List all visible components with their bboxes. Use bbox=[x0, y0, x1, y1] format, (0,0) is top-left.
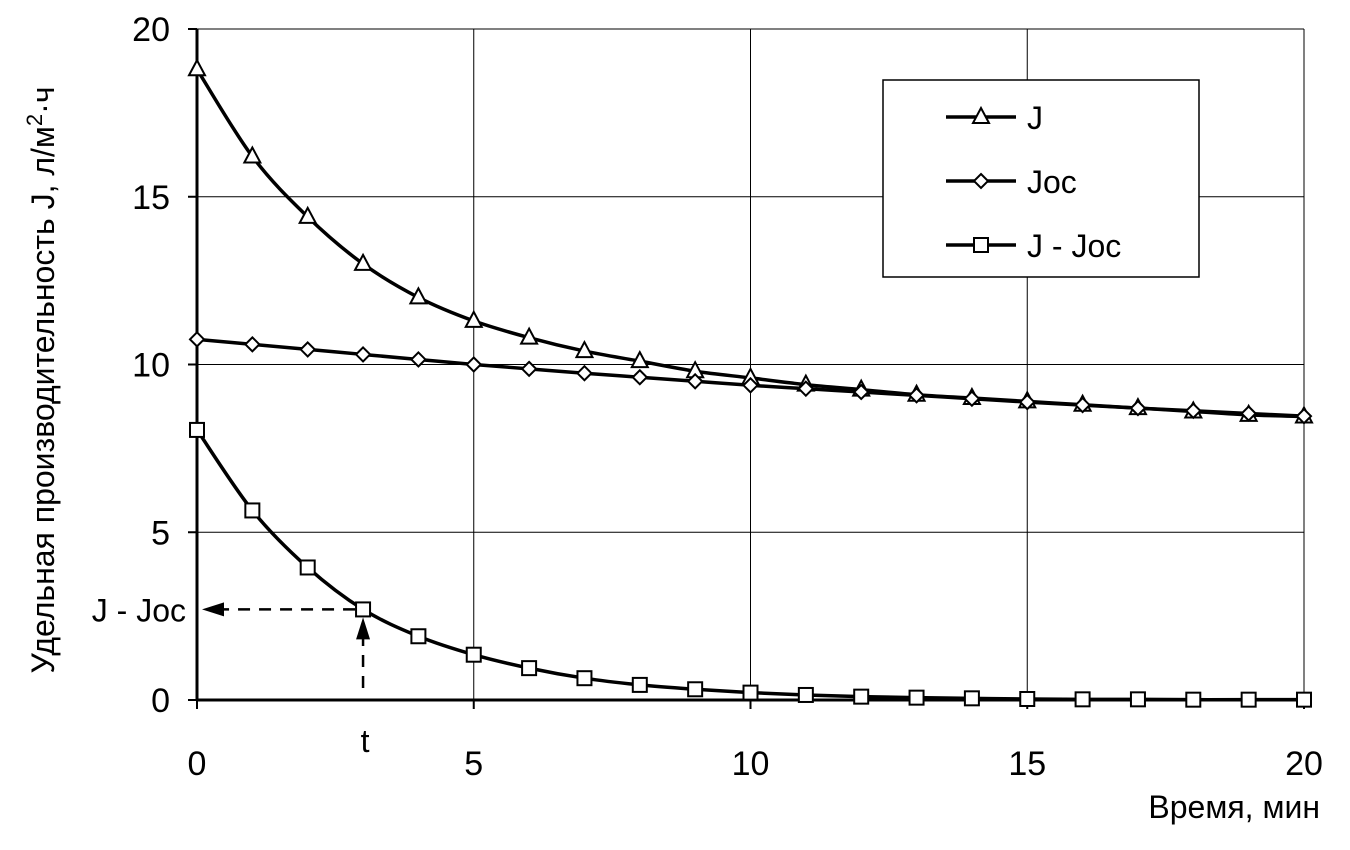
data-point bbox=[464, 309, 484, 328]
data-point bbox=[852, 383, 870, 401]
data-point bbox=[687, 681, 704, 698]
data-point bbox=[1295, 407, 1313, 425]
annotation-y-label: J - Joc bbox=[92, 592, 186, 628]
data-point bbox=[853, 688, 870, 705]
y-axis-title: Удельная производительность J, л/м2·ч bbox=[22, 87, 61, 674]
data-point bbox=[742, 376, 759, 394]
data-point bbox=[631, 676, 648, 693]
legend-marker bbox=[972, 172, 990, 190]
annotation-up-arrowhead bbox=[356, 617, 371, 640]
x-tick-label: 5 bbox=[464, 745, 483, 783]
data-point bbox=[908, 386, 925, 404]
legend-label: Joc bbox=[1027, 164, 1077, 200]
x-axis-title: Время, мин bbox=[1148, 789, 1320, 825]
legend: J Joc J - Joc bbox=[882, 79, 1200, 278]
data-point bbox=[1184, 402, 1202, 420]
legend-marker bbox=[973, 237, 989, 253]
y-tick-label: 20 bbox=[132, 11, 170, 49]
x-tick-label: 10 bbox=[732, 745, 770, 783]
data-point bbox=[1074, 691, 1091, 708]
y-tick-label: 0 bbox=[151, 682, 170, 720]
data-point bbox=[797, 686, 814, 703]
series-layer bbox=[187, 58, 1314, 708]
data-point bbox=[520, 360, 538, 378]
data-point bbox=[1240, 691, 1257, 708]
legend-marker bbox=[971, 105, 991, 124]
legend-label: J bbox=[1027, 100, 1043, 136]
x-tick-label: 0 bbox=[188, 745, 207, 783]
data-point bbox=[187, 58, 207, 77]
data-point bbox=[1129, 399, 1147, 417]
data-point bbox=[1018, 393, 1036, 411]
data-point bbox=[908, 689, 925, 706]
data-point bbox=[410, 628, 427, 645]
y-tick-label: 5 bbox=[151, 514, 170, 552]
data-point bbox=[244, 502, 261, 519]
y-tick-label: 15 bbox=[132, 179, 170, 217]
data-point bbox=[408, 286, 429, 305]
series-square bbox=[189, 421, 1312, 708]
data-point bbox=[242, 145, 263, 164]
data-point bbox=[1296, 691, 1312, 708]
x-tick-label: 15 bbox=[1008, 745, 1046, 783]
data-point bbox=[519, 326, 539, 345]
x-tick-label: 20 bbox=[1285, 745, 1323, 783]
data-point bbox=[1074, 396, 1092, 414]
data-point bbox=[631, 368, 649, 386]
data-point bbox=[630, 350, 650, 369]
data-point bbox=[576, 670, 593, 687]
y-tick-label: 10 bbox=[132, 347, 170, 385]
data-point bbox=[188, 330, 206, 348]
data-point bbox=[189, 421, 205, 438]
data-point bbox=[686, 372, 704, 390]
data-point bbox=[742, 684, 759, 701]
annotation-x-label: t bbox=[361, 723, 370, 759]
data-point bbox=[1129, 691, 1146, 708]
annotation-left-arrowhead bbox=[202, 602, 224, 617]
data-point bbox=[409, 351, 427, 368]
data-point bbox=[298, 205, 318, 224]
data-point bbox=[243, 335, 261, 353]
data-point bbox=[521, 660, 538, 677]
data-point bbox=[354, 346, 372, 363]
data-point bbox=[299, 340, 317, 358]
data-point bbox=[465, 356, 483, 373]
data-point bbox=[574, 339, 595, 359]
data-point bbox=[465, 646, 482, 663]
data-point bbox=[355, 601, 372, 618]
legend-box bbox=[882, 79, 1200, 278]
data-point bbox=[1240, 405, 1258, 422]
series-diamond bbox=[188, 330, 1313, 425]
data-point bbox=[797, 380, 815, 398]
data-point bbox=[963, 390, 981, 408]
data-point bbox=[353, 252, 373, 271]
data-point bbox=[299, 559, 316, 576]
annotation-layer: J - Joc t bbox=[92, 592, 371, 759]
legend-label: J - Joc bbox=[1027, 228, 1121, 264]
data-point bbox=[1185, 691, 1202, 708]
data-point bbox=[576, 364, 593, 382]
data-point bbox=[963, 690, 980, 707]
data-point bbox=[1019, 690, 1036, 707]
